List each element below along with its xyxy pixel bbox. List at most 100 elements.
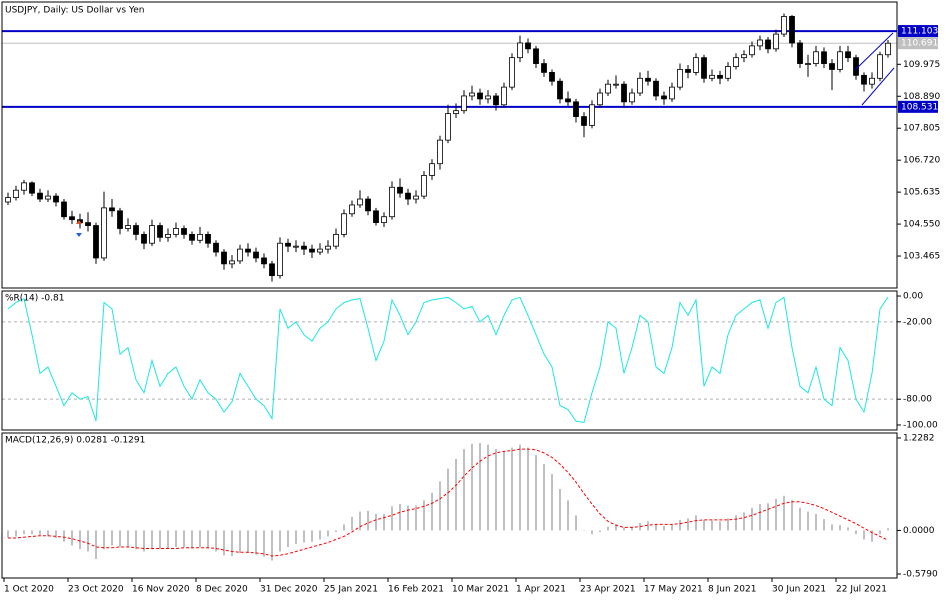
x-tick-label: 8 Jun 2021	[708, 585, 756, 595]
level-label: 108.531	[901, 102, 938, 112]
macd-bar	[383, 513, 385, 531]
macd-bar	[623, 527, 625, 531]
candle-body	[325, 245, 331, 250]
candle-body	[405, 192, 411, 200]
y-tick-label: 104.550	[903, 220, 940, 230]
candle-body	[725, 66, 731, 79]
signal-line	[8, 448, 889, 557]
macd-bar	[631, 526, 633, 531]
chart-title: USDJPY, Daily: US Dollar vs Yen	[5, 6, 144, 16]
level-label-box	[898, 37, 938, 50]
candle-body	[389, 186, 395, 218]
candle-body	[29, 182, 35, 194]
x-tick-label: 25 Jan 2021	[324, 585, 378, 595]
candle-body	[365, 198, 371, 212]
candle-body	[557, 80, 563, 100]
candle-body	[373, 210, 379, 224]
macd-bar	[479, 443, 481, 531]
macd-bar	[719, 521, 721, 531]
candle-body	[333, 233, 339, 247]
y-tick-label: 0.00	[903, 292, 923, 302]
candle-body	[349, 204, 355, 215]
candle-body	[157, 225, 163, 238]
macd-bar	[143, 530, 145, 552]
macd-bar	[687, 518, 689, 531]
macd-bar	[79, 530, 81, 550]
x-tick-label: 22 Jul 2021	[836, 585, 887, 595]
macd-bar	[823, 519, 825, 531]
candle-body	[445, 113, 451, 141]
x-tick-label: 31 Dec 2020	[260, 585, 318, 595]
candle-body	[757, 39, 763, 47]
candle-body	[317, 248, 323, 253]
macd-bar	[887, 528, 889, 531]
macd-bar	[599, 530, 601, 532]
macd-bar	[591, 530, 593, 535]
macd-bar	[831, 524, 833, 531]
candle-body	[549, 71, 555, 82]
candle-body	[701, 57, 707, 79]
candle-body	[13, 189, 19, 198]
macd-bar	[151, 530, 153, 550]
macd-bar	[367, 510, 369, 531]
macd-bar	[511, 447, 513, 531]
candle-body	[5, 197, 11, 203]
candle-body	[269, 263, 275, 277]
macd-bar	[463, 449, 465, 531]
candle-body	[381, 216, 387, 224]
candle-body	[469, 92, 475, 97]
candle-body	[797, 42, 803, 64]
macd-bar	[791, 500, 793, 531]
candle-body	[101, 207, 107, 259]
candle-body	[685, 69, 691, 73]
macd-bar	[671, 524, 673, 531]
macd-bar	[279, 530, 281, 552]
candle-body	[229, 260, 235, 265]
macd-panel-frame	[1, 432, 898, 579]
y-tick-label: 1.2282	[903, 433, 935, 443]
macd-bar	[575, 515, 577, 531]
macd-bar	[583, 530, 585, 531]
x-tick-label: 8 Dec 2020	[196, 585, 248, 595]
x-tick-label: 23 Oct 2020	[68, 585, 124, 595]
macd-bar	[415, 505, 417, 531]
macd-bar	[303, 530, 305, 543]
macd-bar	[351, 516, 353, 531]
candle-body	[245, 248, 251, 253]
candle-body	[621, 83, 627, 103]
candle-body	[869, 77, 875, 85]
macd-bar	[399, 504, 401, 531]
x-tick-label: 10 Mar 2021	[452, 585, 509, 595]
macd-bar	[759, 504, 761, 531]
macd-bar	[335, 530, 337, 532]
macd-bar	[879, 530, 881, 535]
macd-bar	[239, 530, 241, 554]
candle-body	[605, 83, 611, 94]
macd-bar	[503, 451, 505, 531]
candle-body	[61, 201, 67, 218]
macd-bar	[423, 500, 425, 531]
macd-bar	[391, 506, 393, 531]
macd-bar	[551, 473, 553, 531]
candle-body	[397, 186, 403, 194]
level-label: 111.103	[901, 27, 938, 37]
candle-body	[853, 57, 859, 76]
candle-body	[205, 233, 211, 244]
macd-bar	[183, 530, 185, 547]
candle-body	[461, 95, 467, 112]
channel-line	[854, 32, 894, 71]
candle-body	[845, 51, 851, 59]
x-tick-label: 1 Apr 2021	[516, 585, 566, 595]
macd-bar	[703, 519, 705, 531]
macd-bar	[135, 530, 137, 550]
candle-body	[733, 57, 739, 67]
x-tick-label: 1 Oct 2020	[4, 585, 54, 595]
candle-body	[541, 63, 547, 73]
macd-bar	[55, 530, 57, 538]
candle-body	[597, 92, 603, 106]
level-label-box	[898, 100, 938, 113]
candle-body	[749, 45, 755, 56]
candle-body	[277, 242, 283, 277]
y-tick-label: -0.5790	[903, 570, 938, 580]
